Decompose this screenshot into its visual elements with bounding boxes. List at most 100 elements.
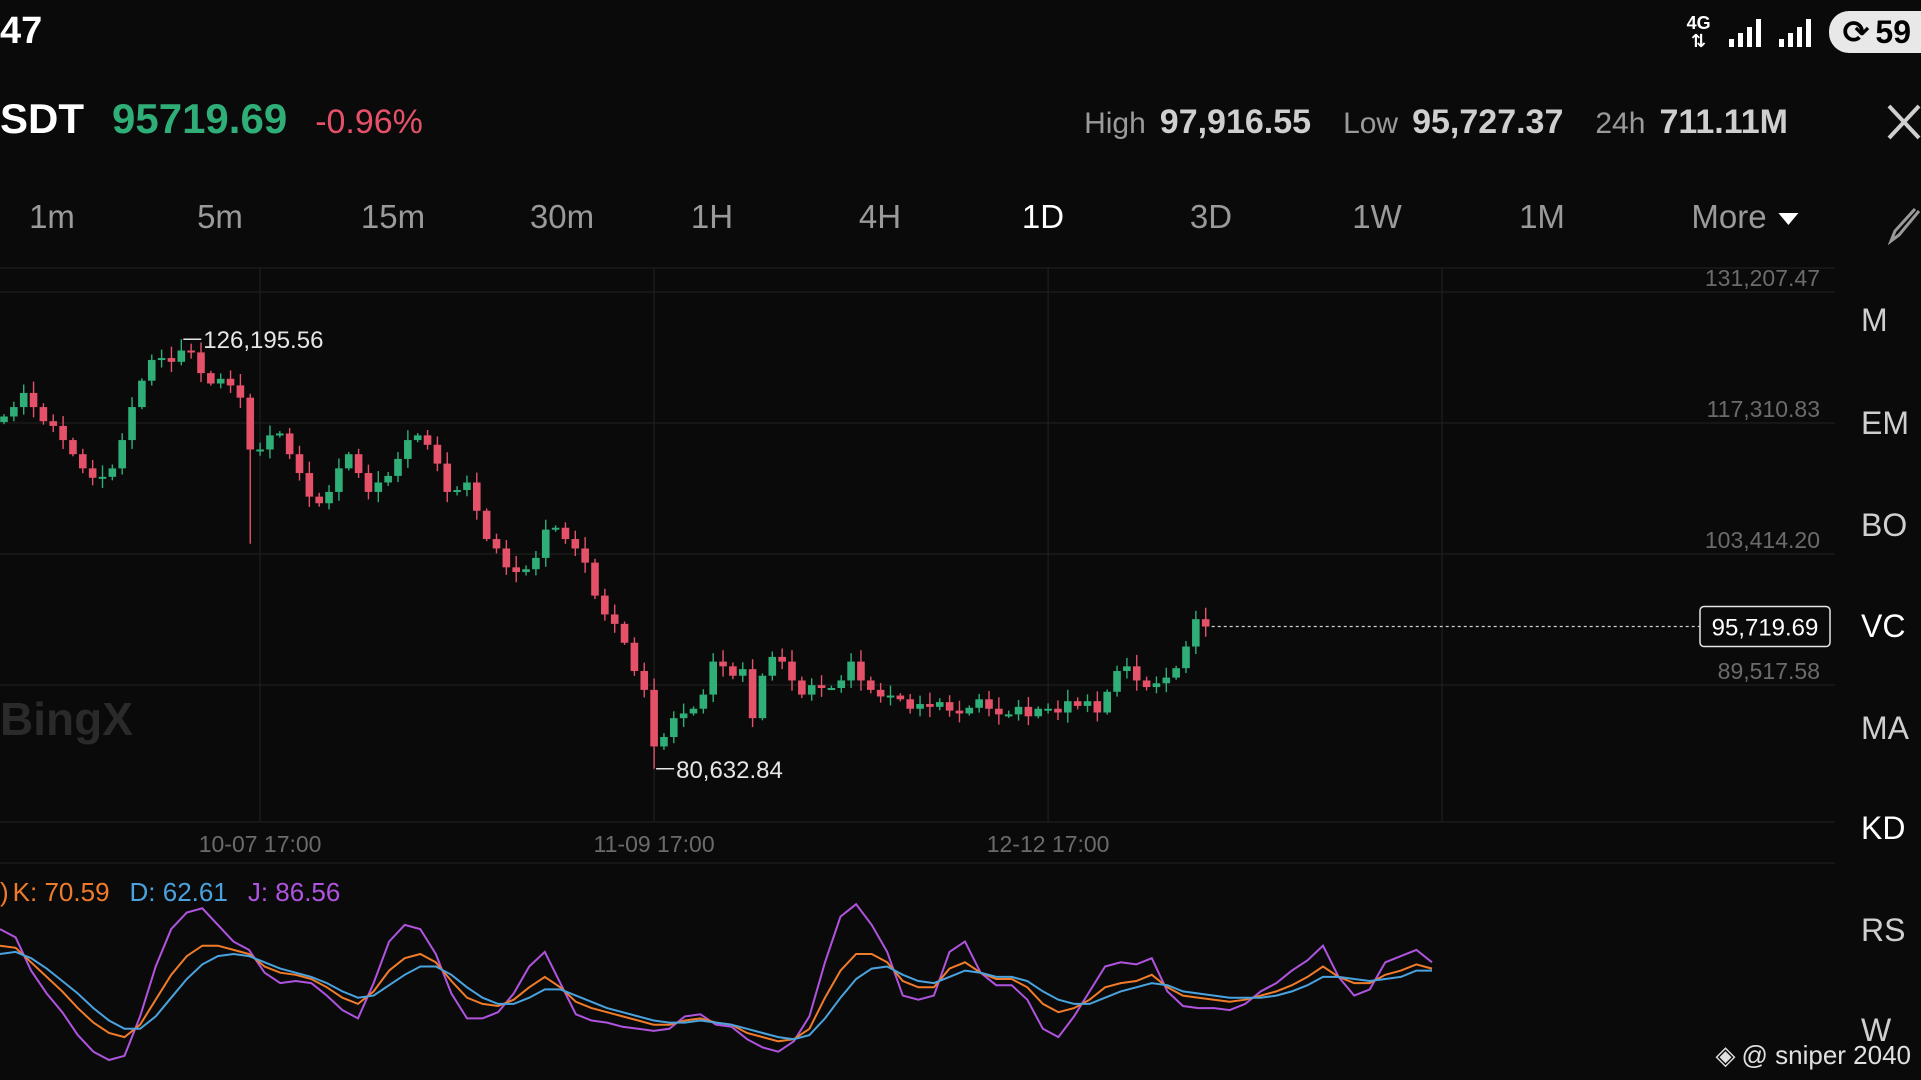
tab-1h[interactable]: 1H — [690, 198, 734, 235]
kdj-indicator — [0, 902, 1433, 1062]
candle-body — [276, 433, 284, 436]
candle-body — [709, 661, 717, 695]
candle-body — [1132, 666, 1141, 681]
tab-3d[interactable]: 3D — [1189, 198, 1233, 235]
side-indicator-em[interactable]: EM — [1861, 405, 1909, 441]
timeframe-tabs: 1m 5m 15m 30m 1H 4H 1D 3D 1W 1M More — [0, 198, 1830, 248]
candle-body — [1113, 671, 1121, 692]
candle-body — [69, 440, 77, 455]
candle-body — [335, 468, 343, 492]
last-price-tag-box — [1699, 605, 1831, 648]
side-indicator-w[interactable]: W — [1861, 1012, 1892, 1048]
battery-indicator: ⟳ 59 — [1828, 11, 1921, 53]
side-indicator-rs[interactable]: RS — [1861, 912, 1906, 948]
high-annotation: 126,195.56 — [203, 327, 323, 354]
leaf-icon: ⟳ — [1842, 14, 1870, 50]
tab-5m[interactable]: 5m — [197, 198, 243, 235]
side-indicator-kd[interactable]: KD — [1861, 810, 1906, 846]
price-tick-label: 103,414.20 — [1705, 527, 1820, 553]
tab-4h[interactable]: 4H — [858, 198, 902, 235]
candle-body — [187, 350, 195, 353]
last-price-tag: 95,719.69 — [1712, 615, 1819, 642]
candle-body — [719, 661, 727, 667]
side-indicator-m[interactable]: M — [1861, 302, 1888, 338]
side-indicator-bo[interactable]: BO — [1861, 507, 1908, 543]
candle-body — [305, 473, 314, 497]
candle-body — [630, 642, 639, 672]
candle-body — [285, 433, 294, 455]
candle-body — [502, 548, 511, 568]
candle-body — [788, 661, 796, 681]
candle-body — [896, 695, 905, 700]
candle-body — [551, 527, 560, 530]
candle-body — [1201, 619, 1210, 627]
bingx-watermark: BingX — [0, 693, 133, 745]
candle-body — [827, 687, 836, 690]
candle-body — [995, 708, 1003, 715]
candle-body — [610, 614, 619, 624]
candle-body — [817, 685, 826, 688]
candle-body — [807, 685, 816, 695]
time-axis: 10-07 17:00 11-09 17:00 12-12 17:00 — [199, 831, 1110, 857]
candle-body — [344, 454, 353, 469]
tab-30m[interactable]: 30m — [529, 198, 595, 235]
tab-15m[interactable]: 15m — [360, 198, 426, 235]
candle-body — [926, 704, 934, 707]
signal-icon-2 — [1778, 17, 1811, 47]
candle-body — [768, 656, 777, 676]
tab-1d[interactable]: 1D — [1021, 198, 1065, 235]
candle-body — [620, 623, 629, 643]
candle-body — [1192, 619, 1200, 647]
candle-body — [10, 407, 18, 417]
side-indicator-vc[interactable]: VC — [1861, 608, 1906, 644]
candle-body — [975, 699, 983, 708]
more-label: More — [1691, 198, 1767, 235]
candle-body — [601, 595, 609, 615]
candle-body — [197, 352, 205, 374]
candle-body — [591, 562, 599, 596]
draw-tool-icon[interactable] — [1885, 205, 1921, 245]
pair-name[interactable]: SDT — [0, 95, 84, 142]
author-watermark: ◈ @ sniper 2040 — [1716, 1040, 1912, 1071]
candle-body — [679, 713, 688, 719]
tab-1w[interactable]: 1W — [1352, 198, 1402, 235]
candle-body — [837, 680, 846, 688]
candle-body — [748, 669, 757, 719]
candle-body — [738, 669, 747, 676]
low-annotation: 80,632.84 — [676, 757, 783, 784]
candle-body — [59, 425, 67, 441]
candles — [0, 339, 1210, 769]
candle-body — [660, 737, 668, 747]
candle-body — [867, 680, 875, 690]
price-tick-label: 89,517.58 — [1718, 658, 1820, 684]
candle-body — [916, 704, 924, 709]
price-change: -0.96% — [315, 103, 423, 141]
volume-label: 24h — [1595, 107, 1646, 140]
candle-body — [758, 675, 767, 719]
candle-body — [39, 407, 48, 422]
candle-body — [541, 529, 550, 558]
candle-body — [315, 496, 323, 504]
tab-1m[interactable]: 1m — [29, 198, 75, 235]
candle-body — [876, 689, 885, 697]
more-dropdown[interactable]: More — [1691, 198, 1799, 236]
candle-body — [886, 695, 895, 698]
tab-1mo[interactable]: 1M — [1519, 198, 1565, 235]
candle-body — [571, 539, 580, 549]
candle-body — [49, 421, 58, 426]
candle-body — [1054, 708, 1062, 713]
candle-body — [423, 435, 432, 445]
time-tick-label: 10-07 17:00 — [199, 831, 322, 857]
close-icon[interactable] — [1871, 100, 1921, 144]
candle-body — [1083, 701, 1092, 706]
candle-body — [955, 710, 964, 714]
candle-body — [98, 476, 107, 479]
candle-body — [88, 468, 97, 478]
candle-body — [1093, 701, 1102, 713]
candle-body — [1064, 701, 1072, 713]
candle-body — [473, 482, 481, 511]
side-indicator-ma[interactable]: MA — [1861, 710, 1909, 746]
candle-body — [384, 475, 392, 483]
author-name: @ sniper 2040 — [1741, 1040, 1912, 1070]
